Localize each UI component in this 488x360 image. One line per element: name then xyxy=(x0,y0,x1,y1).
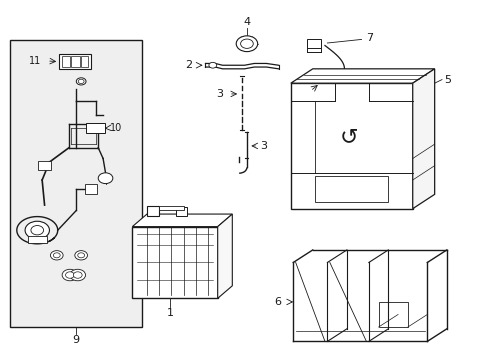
Bar xyxy=(71,56,80,67)
Text: ↺: ↺ xyxy=(339,127,358,147)
Text: 6: 6 xyxy=(273,297,281,307)
Circle shape xyxy=(31,226,43,235)
Text: 10: 10 xyxy=(110,123,122,133)
Circle shape xyxy=(75,251,87,260)
Bar xyxy=(10,40,142,327)
Text: 1: 1 xyxy=(166,308,173,318)
Circle shape xyxy=(78,79,84,84)
Bar xyxy=(86,123,104,134)
Circle shape xyxy=(316,84,328,93)
Bar xyxy=(147,206,159,216)
Bar xyxy=(176,207,186,216)
Text: 2: 2 xyxy=(184,60,191,70)
Bar xyxy=(316,89,333,98)
Bar xyxy=(306,39,320,48)
Bar xyxy=(290,83,412,209)
Bar xyxy=(38,161,51,170)
Circle shape xyxy=(53,253,60,258)
Polygon shape xyxy=(217,214,232,298)
Text: 9: 9 xyxy=(73,334,80,345)
Text: 8: 8 xyxy=(300,87,307,97)
Circle shape xyxy=(236,36,257,51)
Circle shape xyxy=(73,272,82,278)
Bar xyxy=(81,56,88,67)
Bar xyxy=(378,302,407,327)
Polygon shape xyxy=(290,69,434,83)
Polygon shape xyxy=(412,69,434,209)
Text: 5: 5 xyxy=(444,75,450,85)
Bar xyxy=(132,226,217,298)
Circle shape xyxy=(65,272,74,278)
Bar xyxy=(84,184,97,194)
Bar xyxy=(27,235,47,243)
Circle shape xyxy=(98,173,113,184)
Circle shape xyxy=(50,251,63,260)
Text: 3: 3 xyxy=(260,141,266,151)
Text: 7: 7 xyxy=(366,33,373,43)
Bar xyxy=(10,40,142,327)
Polygon shape xyxy=(132,214,232,226)
Circle shape xyxy=(70,269,85,281)
Bar xyxy=(317,71,327,81)
Bar xyxy=(315,176,387,202)
Bar xyxy=(61,56,70,67)
Bar xyxy=(59,54,91,69)
Circle shape xyxy=(25,221,49,239)
Circle shape xyxy=(76,78,86,85)
Text: 11: 11 xyxy=(29,56,41,66)
Text: 4: 4 xyxy=(243,17,250,27)
Bar xyxy=(315,69,329,83)
Circle shape xyxy=(78,253,84,258)
Circle shape xyxy=(240,39,253,48)
Circle shape xyxy=(62,269,78,281)
Text: 3: 3 xyxy=(216,89,223,99)
Bar xyxy=(159,206,183,211)
Circle shape xyxy=(208,62,216,68)
